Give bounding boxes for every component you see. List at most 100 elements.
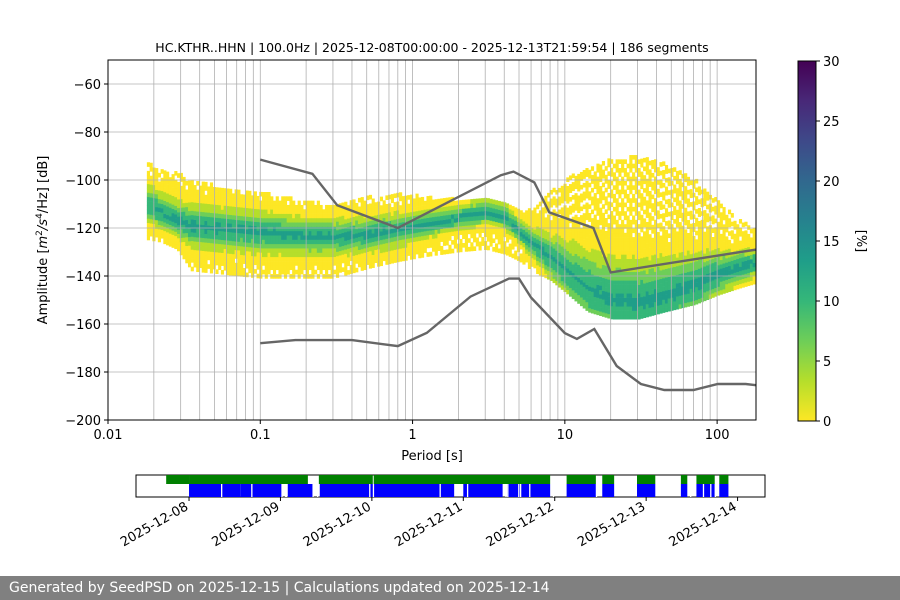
- heatmap-cell: [574, 249, 578, 254]
- heatmap-cell: [615, 176, 619, 182]
- heatmap-cell: [588, 204, 592, 209]
- heatmap-cell: [555, 250, 559, 256]
- heatmap-cell: [640, 288, 644, 293]
- heatmap-cell: [308, 243, 312, 249]
- heatmap-cell: [388, 224, 392, 230]
- heatmap-cell: [494, 247, 499, 253]
- heatmap-cell: [489, 242, 493, 247]
- heatmap-cell: [418, 240, 422, 246]
- heatmap-cell: [220, 239, 225, 245]
- heatmap-cell: [305, 204, 309, 210]
- heatmap-cell: [300, 243, 304, 249]
- heatmap-cell: [695, 239, 699, 244]
- heatmap-cell: [355, 254, 359, 260]
- heatmap-cell: [242, 216, 246, 221]
- heatmap-cell: [590, 252, 595, 258]
- heatmap-cell: [725, 262, 729, 267]
- heatmap-cell: [651, 276, 655, 282]
- heatmap-cell: [727, 257, 732, 262]
- heatmap-cell: [527, 208, 532, 213]
- heatmap-cell: [382, 239, 386, 244]
- heatmap-cell: [346, 231, 351, 236]
- heatmap-cell: [618, 276, 622, 281]
- heatmap-cell: [492, 212, 496, 218]
- heatmap-cell: [601, 256, 606, 261]
- heatmap-cell: [311, 269, 315, 275]
- heatmap-cell: [146, 201, 151, 206]
- heatmap-cell: [549, 254, 553, 260]
- heatmap-cell: [467, 199, 471, 204]
- heatmap-cell: [399, 209, 403, 215]
- heatmap-cell: [437, 198, 441, 204]
- heatmap-cell: [229, 193, 233, 198]
- heatmap-cell: [686, 254, 690, 260]
- heatmap-cell: [684, 238, 688, 243]
- heatmap-cell: [289, 239, 293, 245]
- heatmap-cell: [558, 209, 562, 215]
- heatmap-cell: [451, 248, 455, 254]
- heatmap-cell: [146, 162, 151, 167]
- heatmap-cell: [163, 222, 167, 227]
- heatmap-cell: [404, 195, 408, 201]
- heatmap-cell: [481, 219, 485, 225]
- heatmap-cell: [278, 248, 282, 253]
- heatmap-cell: [733, 255, 737, 260]
- heatmap-cell: [264, 230, 268, 236]
- heatmap-cell: [547, 214, 551, 220]
- heatmap-cell: [689, 223, 693, 229]
- timeline-tick-label: 2025-12-08: [118, 499, 191, 550]
- heatmap-cell: [577, 281, 581, 287]
- heatmap-cell: [736, 284, 740, 290]
- heatmap-cell: [467, 212, 471, 217]
- heatmap-cell: [752, 228, 756, 233]
- heatmap-cell: [404, 199, 408, 205]
- heatmap-cell: [344, 201, 348, 207]
- heatmap-cell: [552, 248, 556, 253]
- heatmap-cell: [174, 196, 178, 202]
- heatmap-cell: [511, 223, 515, 228]
- heatmap-cell: [634, 206, 638, 212]
- heatmap-cell: [193, 258, 197, 264]
- psd-segment: [221, 484, 241, 497]
- heatmap-cell: [612, 198, 616, 203]
- heatmap-cell: [585, 276, 589, 281]
- heatmap-cell: [423, 209, 427, 215]
- heatmap-cell: [218, 261, 222, 266]
- heatmap-cell: [607, 249, 611, 254]
- heatmap-cell: [193, 198, 197, 203]
- heatmap-cell: [292, 217, 296, 223]
- heatmap-cell: [371, 259, 375, 264]
- heatmap-cell: [330, 252, 334, 258]
- heatmap-cell: [601, 221, 606, 227]
- heatmap-cell: [626, 228, 630, 234]
- heatmap-cell: [601, 260, 606, 265]
- heatmap-cell: [218, 204, 222, 210]
- heatmap-cell: [297, 204, 301, 210]
- heatmap-cell: [626, 215, 630, 221]
- heatmap-cell: [667, 302, 671, 308]
- heatmap-cell: [544, 208, 548, 214]
- heatmap-cell: [166, 236, 170, 242]
- heatmap-cell: [662, 269, 666, 274]
- heatmap-cell: [190, 223, 194, 229]
- heatmap-cell: [577, 286, 581, 291]
- heatmap-cell: [588, 243, 592, 248]
- heatmap-cell: [662, 265, 666, 270]
- heatmap-cell: [596, 211, 600, 216]
- heatmap-cell: [190, 240, 194, 246]
- heatmap-cell: [412, 237, 416, 242]
- heatmap-cell: [590, 274, 595, 279]
- heatmap-cell: [585, 193, 589, 199]
- heatmap-cell: [278, 235, 282, 240]
- heatmap-cell: [511, 253, 515, 259]
- heatmap-cell: [667, 181, 671, 187]
- heatmap-cell: [196, 181, 200, 186]
- heatmap-cell: [640, 184, 644, 190]
- heatmap-cell: [333, 243, 337, 249]
- heatmap-cell: [618, 168, 622, 173]
- heatmap-cell: [207, 186, 211, 192]
- heatmap-cell: [552, 278, 556, 284]
- heatmap-cell: [341, 211, 345, 216]
- heatmap-cell: [588, 303, 592, 309]
- heatmap-cell: [437, 229, 441, 234]
